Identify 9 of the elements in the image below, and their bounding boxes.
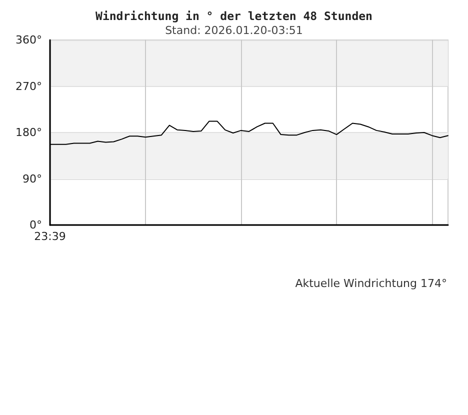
chart-title: Windrichtung in ° der letzten 48 Stunden	[96, 9, 373, 23]
chart-subtitle: Stand: 2026.01.20-03:51	[165, 24, 303, 37]
y-tick-label: 360°	[16, 34, 42, 46]
x-tick-label: 23:39	[34, 230, 66, 243]
y-tick-label: 270°	[16, 80, 42, 93]
y-tick-label: 90°	[22, 172, 42, 186]
y-tick-label: 180°	[16, 126, 42, 139]
y-tick-label: 0°	[30, 218, 42, 232]
text: Aktuelle Windrichtung 174°	[295, 277, 447, 290]
